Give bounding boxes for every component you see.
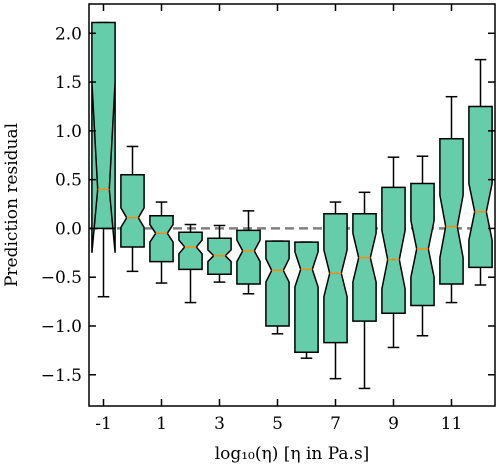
box-5 xyxy=(237,211,260,294)
box-7 xyxy=(295,242,318,358)
box-body xyxy=(411,184,434,306)
y-axis-label: Prediction residual xyxy=(2,123,22,287)
box-body xyxy=(324,214,347,343)
box-1 xyxy=(121,146,144,271)
x-tick-label: 1 xyxy=(156,414,167,434)
box-10 xyxy=(382,157,405,347)
y-tick-label: −1.5 xyxy=(41,366,82,386)
box-11 xyxy=(411,156,434,336)
box-4 xyxy=(208,225,231,282)
box-13 xyxy=(469,60,492,285)
y-tick-label: −0.5 xyxy=(41,268,82,288)
box-body xyxy=(150,216,173,262)
box-body xyxy=(179,232,202,269)
box-body xyxy=(121,175,144,247)
y-tick-label: 0.5 xyxy=(55,171,82,191)
box-2 xyxy=(150,202,173,283)
x-axis-label: log₁₀(η) [η in Pa.s] xyxy=(215,444,370,464)
x-tick-label: 9 xyxy=(388,414,399,434)
x-tick-label: 5 xyxy=(272,414,283,434)
y-tick-label: 0.0 xyxy=(55,219,82,239)
plot-content xyxy=(89,23,495,389)
box-body xyxy=(92,23,115,253)
y-tick-label: −1.0 xyxy=(41,317,82,337)
box-body xyxy=(382,187,405,313)
box-body xyxy=(237,230,260,284)
box-body xyxy=(353,214,376,321)
box-6 xyxy=(266,241,289,334)
y-tick-label: 1.0 xyxy=(55,122,82,142)
box-8 xyxy=(324,202,347,379)
box-9 xyxy=(353,192,376,388)
x-tick-label: 3 xyxy=(214,414,225,434)
x-tick-label: 7 xyxy=(330,414,341,434)
y-tick-label: 2.0 xyxy=(55,24,82,44)
box-body xyxy=(266,241,289,326)
box-3 xyxy=(179,225,202,303)
y-tick-label: 1.5 xyxy=(55,73,82,93)
box-body xyxy=(295,242,318,352)
x-tick-label: 11 xyxy=(441,414,463,434)
box-12 xyxy=(440,97,463,303)
box-body xyxy=(440,139,463,284)
x-tick-label: -1 xyxy=(95,414,112,434)
box-0 xyxy=(92,23,115,297)
